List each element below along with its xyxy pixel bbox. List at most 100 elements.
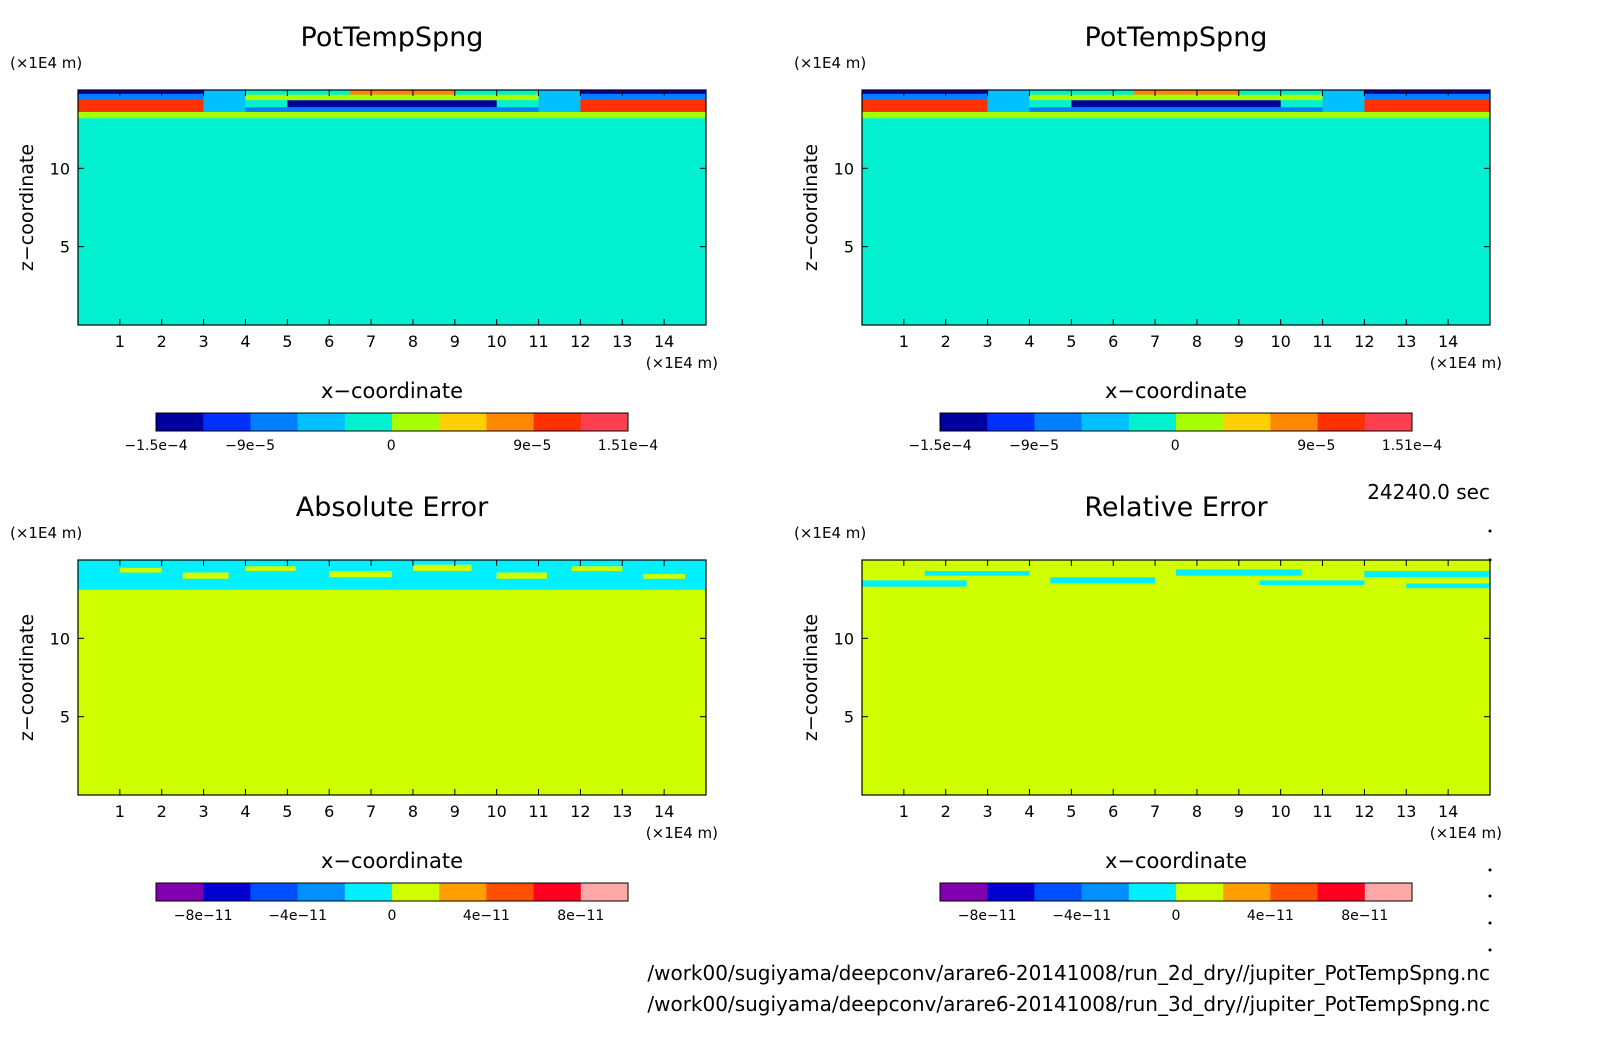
colorbar-frame [155,412,629,432]
colorbar-swatch [392,883,440,901]
x-tick-label: 2 [941,332,951,351]
plot-frame [861,89,1491,326]
colorbar-tick-label: −9e−5 [1009,438,1059,454]
contour-band-10 [538,90,581,112]
x-tick-label: 9 [450,802,460,821]
contour-band-2 [78,99,204,112]
x-tick-label: 3 [199,802,209,821]
y-axis-label: z−coordinate [800,144,822,271]
contour-band-11 [580,99,706,112]
contour-band-3 [924,570,1030,576]
colorbar-tick-label: −4e−11 [1052,908,1111,924]
x-tick-label: 14 [1438,802,1458,821]
field-background [78,560,706,795]
colorbar-swatch [250,883,299,901]
contour-band-9 [643,574,686,579]
colorbar-tick-label: −4e−11 [268,908,327,924]
colorbar-swatch [344,413,393,431]
contour-band-4 [862,90,988,94]
x-axis-label: x−coordinate [1105,849,1247,873]
contour-band-1 [78,111,706,119]
colorbar-swatch [297,413,346,431]
contour-band-1 [862,111,1490,119]
x-tick-label: 2 [157,802,167,821]
colorbar-4: −8e−11 −4e−11 0 4e−11 8e−11 [939,882,1413,924]
field-background [78,90,706,325]
x-tick-label: 10 [1270,802,1290,821]
colorbar-1: −1.5e−4 −9e−5 0 9e−5 1.51e−4 [124,412,658,454]
x-tick-label: 8 [1192,332,1202,351]
plot-frame [77,559,707,796]
chart-title: Relative Error [1084,492,1268,523]
colorbar-tick-label: −8e−11 [958,908,1017,924]
x-tick-label: 9 [1234,802,1244,821]
colorbar-swatch [156,413,204,431]
colorbar-swatch [1317,883,1366,901]
colorbar-swatch [344,883,393,901]
x-tick-label: 3 [983,802,993,821]
colorbar-swatch [1223,413,1271,431]
contour-band-8 [1406,583,1490,589]
field-background [862,90,1490,325]
colorbar-swatch [987,883,1035,901]
x-tick-label: 13 [1396,802,1416,821]
x-tick-label: 8 [408,332,418,351]
plot-frame [861,559,1491,796]
x-tick-label: 6 [1108,332,1118,351]
x-tick-label: 14 [654,332,674,351]
colorbar-swatch [297,883,346,901]
colorbar-swatch [1176,883,1224,901]
colorbar-swatch [940,883,988,901]
x-tick-label: 14 [1438,332,1458,351]
chart-panel-3: Absolute Error (×1E4 m) (×1E4 m) x−coordina… [10,492,718,873]
x-tick-label: 13 [1396,332,1416,351]
x-tick-label: 1 [899,332,909,351]
contour-band-5 [1176,569,1302,576]
x-tick-label: 2 [157,332,167,351]
contour-band-7 [496,572,547,579]
x-tick-label: 11 [1312,802,1332,821]
x-tick-label: 12 [570,332,590,351]
x-tick-label: 10 [486,802,506,821]
x-unit-label: (×1E4 m) [646,354,718,372]
colorbar-3: −8e−11 −4e−11 0 4e−11 8e−11 [155,882,629,924]
y-axis-label: z−coordinate [16,614,38,741]
contour-band-3 [182,572,229,579]
contour-band-5 [329,570,392,578]
x-tick-label: 11 [528,802,548,821]
contour-band-8 [572,566,623,571]
contour-band-3 [78,93,204,100]
x-tick-label: 9 [450,332,460,351]
colorbar-swatch [156,883,204,901]
x-tick-label: 9 [1234,332,1244,351]
contour-band-13 [1364,90,1490,94]
x-tick-label: 12 [1354,802,1374,821]
y-tick-label: 10 [834,159,854,178]
colorbar-swatch [250,413,299,431]
x-unit-label: (×1E4 m) [1430,824,1502,842]
colorbar-swatch [580,413,629,431]
x-tick-label: 4 [1024,332,1034,351]
y-tick-label: 5 [60,708,70,727]
x-tick-label: 2 [941,802,951,821]
colorbar-swatch [1081,883,1130,901]
colorbar-swatch [203,413,251,431]
y-tick-label: 5 [844,238,854,257]
time-label: 24240.0 sec [1367,480,1490,504]
colorbar-swatch [1128,413,1177,431]
contour-band-8 [245,94,539,101]
x-tick-label: 1 [115,332,125,351]
x-tick-label: 7 [1150,802,1160,821]
colorbar-swatch [1034,413,1083,431]
colorbar-swatch [486,413,535,431]
colorbar-swatch [1176,413,1224,431]
colorbar-swatch [439,413,487,431]
x-tick-label: 6 [324,332,334,351]
colorbar-swatch [1081,413,1130,431]
colorbar-swatch [1270,883,1319,901]
y-tick-label: 10 [50,629,70,648]
contour-band-5 [987,90,1030,112]
contour-band-3 [862,93,988,100]
contour-band-6 [1259,580,1365,586]
colorbar-tick-label: 8e−11 [557,908,604,924]
